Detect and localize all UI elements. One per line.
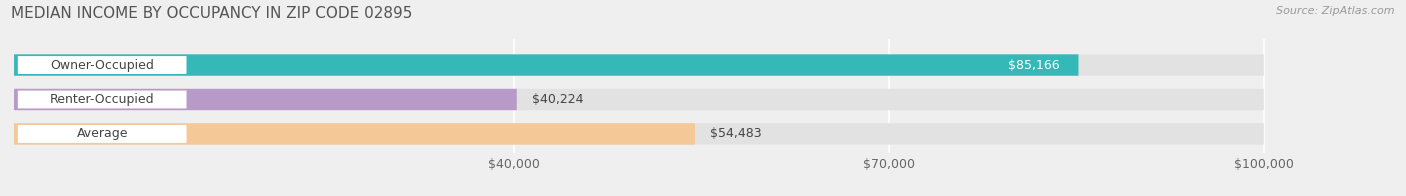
FancyBboxPatch shape [14,54,1078,76]
FancyBboxPatch shape [18,56,187,74]
FancyBboxPatch shape [14,123,1264,145]
FancyBboxPatch shape [14,89,1264,110]
Text: MEDIAN INCOME BY OCCUPANCY IN ZIP CODE 02895: MEDIAN INCOME BY OCCUPANCY IN ZIP CODE 0… [11,6,412,21]
Text: $40,224: $40,224 [531,93,583,106]
Text: Owner-Occupied: Owner-Occupied [51,59,155,72]
FancyBboxPatch shape [14,123,695,145]
FancyBboxPatch shape [14,89,517,110]
Text: Average: Average [76,127,128,140]
FancyBboxPatch shape [14,54,1264,76]
Text: $85,166: $85,166 [1008,59,1060,72]
FancyBboxPatch shape [18,91,187,108]
FancyBboxPatch shape [18,125,187,143]
Text: $54,483: $54,483 [710,127,762,140]
Text: Renter-Occupied: Renter-Occupied [49,93,155,106]
Text: Source: ZipAtlas.com: Source: ZipAtlas.com [1277,6,1395,16]
